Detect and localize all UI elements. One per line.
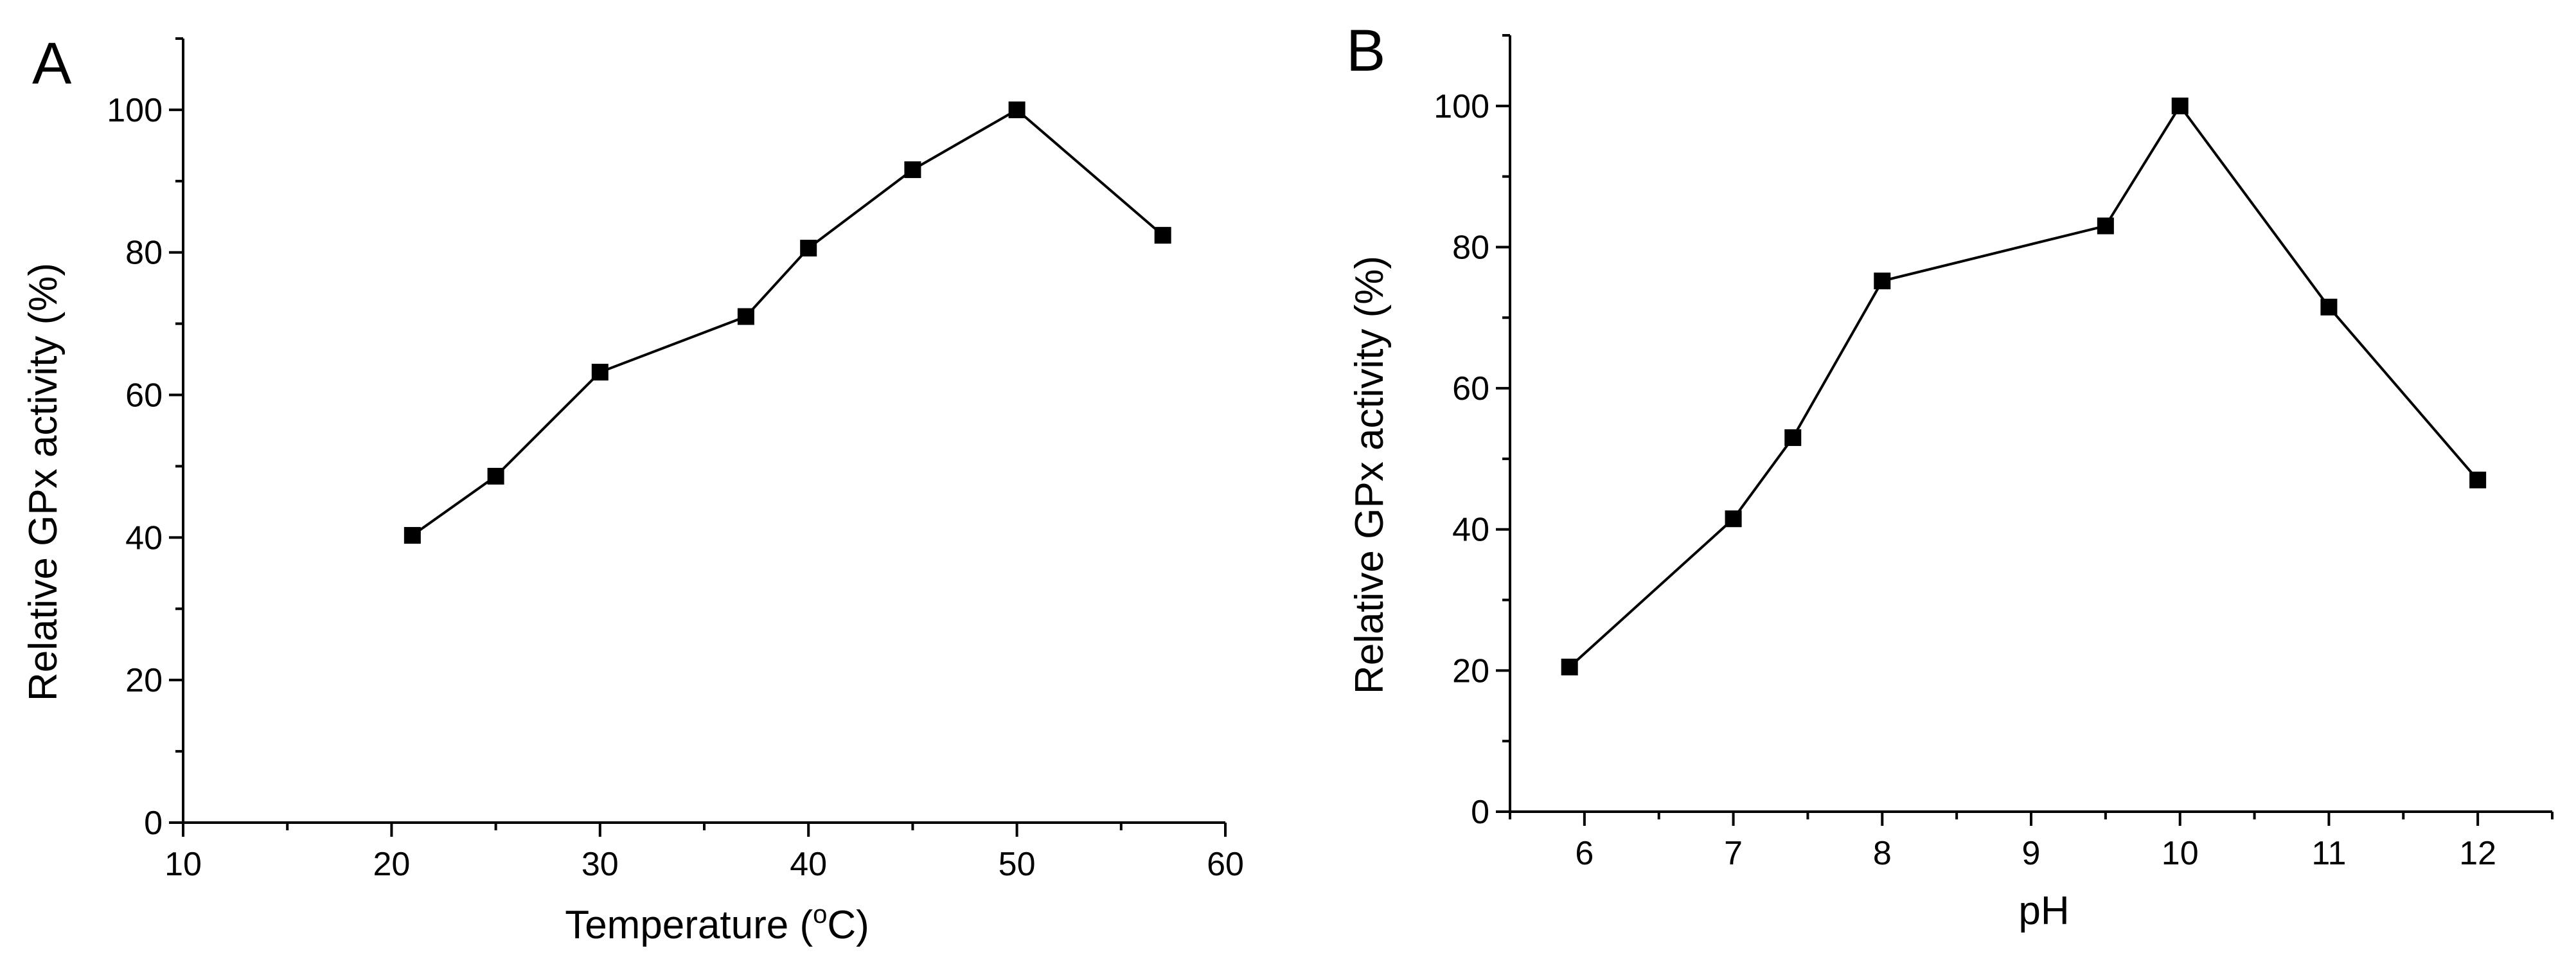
data-point-b-7 (2469, 471, 2487, 488)
x-tick-label: 8 (1873, 835, 1892, 872)
y-tick-label: 40 (1452, 512, 1489, 549)
data-point-a-1 (487, 467, 504, 485)
data-point-a-2 (591, 364, 608, 381)
data-point-a-6 (1008, 101, 1026, 118)
y-tick-label: 100 (1434, 88, 1489, 125)
y-tick-label: 60 (1452, 370, 1489, 407)
x-tick-label: 10 (164, 846, 202, 883)
y-axis-label: Relative GPx activity (%) (21, 263, 66, 701)
y-tick-label: 80 (125, 235, 163, 272)
y-tick-label: 80 (1452, 229, 1489, 266)
chart-panel-a: 0 20 40 60 80 100 10 20 30 40 50 60 Relative GPx act… (21, 31, 1244, 947)
data-point-a-4 (800, 240, 817, 257)
data-point-a-5 (904, 161, 921, 179)
data-point-b-3 (1874, 272, 1891, 290)
data-point-b-4 (2097, 217, 2114, 235)
data-point-a-0 (404, 527, 421, 544)
y-tick-label: 0 (1471, 794, 1489, 831)
data-point-a-3 (737, 308, 754, 325)
series-line-a (411, 108, 1164, 537)
x-axis-label: Temperature (oC) (565, 900, 869, 947)
x-tick-label: 7 (1724, 835, 1743, 872)
y-tick-label: 20 (125, 662, 163, 699)
data-point-b-1 (1725, 510, 1742, 528)
data-point-b-5 (2171, 97, 2189, 114)
x-tick-label: 6 (1575, 835, 1594, 872)
x-tick-label: 40 (790, 846, 827, 883)
x-tick-label: 60 (1207, 846, 1244, 883)
y-tick-label: 100 (107, 92, 163, 129)
x-tick-label: 30 (582, 846, 619, 883)
data-point-b-6 (2320, 298, 2338, 316)
panel-label-b: B (1346, 18, 1385, 84)
panel-label-a: A (32, 31, 72, 96)
y-tick-label: 40 (125, 519, 163, 557)
series-line-b (1568, 103, 2479, 668)
x-tick-label: 20 (373, 846, 410, 883)
x-tick-label: 12 (2459, 835, 2496, 872)
x-tick-label: 9 (2022, 835, 2041, 872)
data-point-b-0 (1561, 658, 1578, 675)
chart-panel-b: 0 20 40 60 80 100 6 7 8 9 10 11 12 Relative GPx activ… (1346, 18, 2554, 933)
y-tick-label: 20 (1452, 652, 1489, 690)
x-tick-label: 11 (2311, 835, 2346, 872)
data-point-b-2 (1784, 429, 1802, 446)
x-axis-label: pH (2018, 889, 2069, 933)
x-tick-label: 10 (2162, 835, 2199, 872)
x-tick-label: 50 (999, 846, 1036, 883)
y-tick-label: 0 (144, 805, 163, 842)
y-axis-label: Relative GPx activity (%) (1347, 256, 1392, 694)
data-point-a-7 (1154, 227, 1171, 244)
y-tick-label: 60 (125, 377, 163, 415)
